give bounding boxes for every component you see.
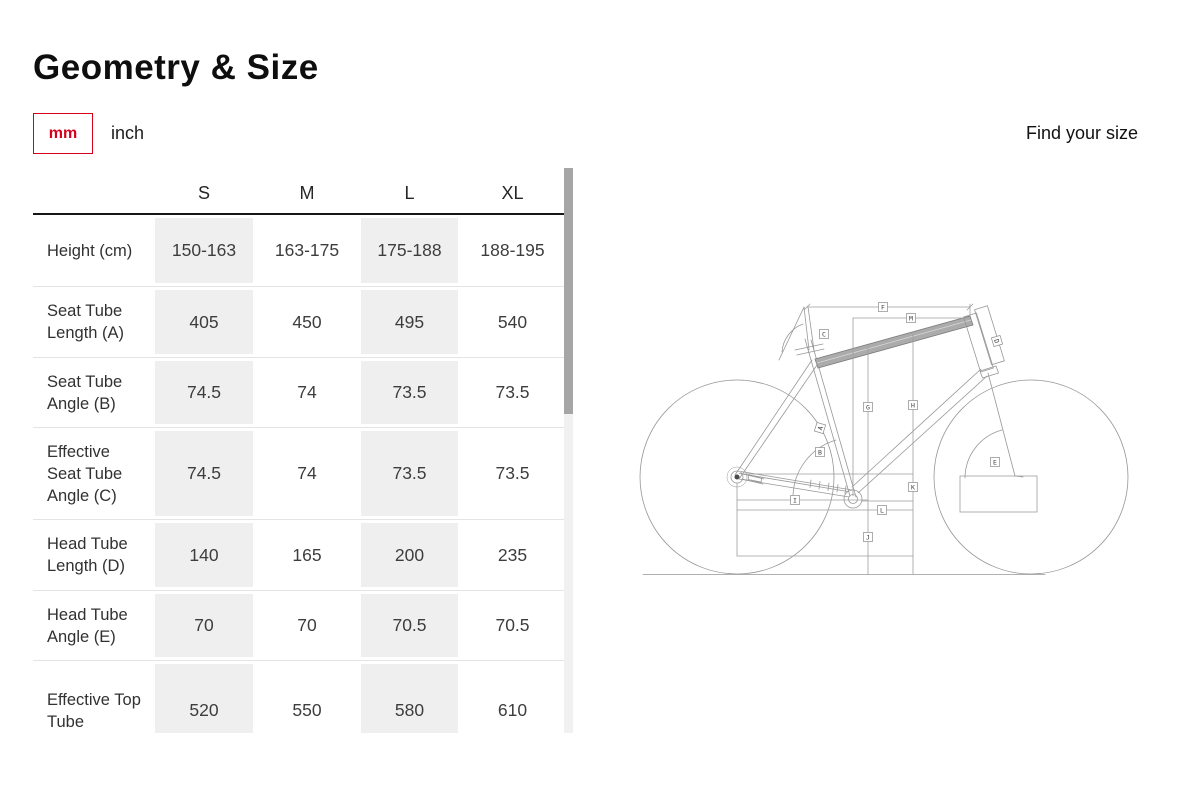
label-effective-seat-angle: C xyxy=(822,331,826,339)
table-scrollbar-thumb[interactable] xyxy=(564,168,573,414)
value-cell: 74.5 xyxy=(152,358,256,427)
value-cell: 140 xyxy=(152,520,256,590)
row-label: Seat Tube Length (A) xyxy=(47,302,125,342)
column-header-s: S xyxy=(197,183,210,203)
value-cell: 73.5 xyxy=(358,358,461,427)
down-tube xyxy=(851,368,988,494)
column-header-m: M xyxy=(299,183,315,203)
label-effective-top-tube: F xyxy=(881,304,885,312)
value-cell: 70 xyxy=(256,591,358,660)
label-standover: H xyxy=(911,402,915,410)
label-chainstay: I xyxy=(793,497,797,505)
value-cell: 73.5 xyxy=(461,358,564,427)
row-label: Seat Tube Angle (B) xyxy=(47,372,123,413)
label-front-center: L xyxy=(880,507,884,515)
dimension-labels: F M C G H A B D E I xyxy=(790,302,1004,542)
row-label: Effective Top Tube xyxy=(47,690,141,731)
row-label: Effective Seat Tube Angle (C) xyxy=(47,442,123,505)
label-stack: G xyxy=(866,404,870,412)
value-cell: 74.5 xyxy=(152,428,256,519)
value-cell: 540 xyxy=(461,287,564,357)
value-cell: 495 xyxy=(358,287,461,357)
value-cell: 520 xyxy=(152,661,256,733)
bike-geometry-diagram: F M C G H A B D E I xyxy=(625,270,1140,595)
value-cell: 73.5 xyxy=(358,428,461,519)
table-scrollbar-track[interactable] xyxy=(564,168,573,733)
corner-cell xyxy=(33,168,152,213)
table-row: Seat Tube Length (A) 405 450 495 540 xyxy=(33,287,564,358)
value-cell: 188-195 xyxy=(461,215,564,286)
label-seat-tube-angle: B xyxy=(818,449,822,457)
value-cell: 235 xyxy=(461,520,564,590)
value-cell: 200 xyxy=(358,520,461,590)
column-header-xl: XL xyxy=(501,183,524,203)
label-bb-height: J xyxy=(866,534,870,542)
dimension-lines xyxy=(736,303,1038,575)
row-label: Head Tube Length (D) xyxy=(47,535,128,575)
value-cell: 580 xyxy=(358,661,461,733)
page-title: Geometry & Size xyxy=(33,48,319,87)
unit-toggle-inch[interactable]: inch xyxy=(111,123,145,143)
seat-stays xyxy=(734,359,818,480)
label-head-tube-angle: E xyxy=(993,459,997,467)
table-row: Head Tube Angle (E) 70 70 70.5 70.5 xyxy=(33,591,564,661)
value-cell: 163-175 xyxy=(256,215,358,286)
head-tube xyxy=(963,305,1005,379)
value-cell: 73.5 xyxy=(461,428,564,519)
top-tube xyxy=(814,315,974,369)
value-cell: 70.5 xyxy=(358,591,461,660)
value-cell: 405 xyxy=(152,287,256,357)
front-wheel xyxy=(933,379,1129,575)
value-cell: 150-163 xyxy=(152,215,256,286)
label-head-tube-length: D xyxy=(992,338,1001,344)
find-your-size-link[interactable]: Find your size xyxy=(1025,123,1138,143)
table-row: Head Tube Length (D) 140 165 200 235 xyxy=(33,520,564,591)
label-reach: M xyxy=(909,315,913,323)
row-label: Head Tube Angle (E) xyxy=(47,605,128,646)
value-cell: 175-188 xyxy=(358,215,461,286)
value-cell: 74 xyxy=(256,358,358,427)
bike-geometry-svg: F M C G H A B D E I xyxy=(639,302,1129,575)
value-cell: 610 xyxy=(461,661,564,733)
table-row: Effective Seat Tube Angle (C) 74.5 74 73.5 7… xyxy=(33,428,564,520)
value-cell: 70.5 xyxy=(461,591,564,660)
geometry-table: S M L XL Height (cm) 150-163 163-175 175-188 18… xyxy=(33,168,564,733)
label-bb-drop: K xyxy=(911,484,915,492)
value-cell: 550 xyxy=(256,661,358,733)
chainstay xyxy=(738,471,853,498)
value-cell: 70 xyxy=(152,591,256,660)
unit-mm-label: mm xyxy=(48,124,78,142)
value-cell: 450 xyxy=(256,287,358,357)
table-row: Height (cm) 150-163 163-175 175-188 188-195 xyxy=(33,215,564,287)
unit-toggle-mm[interactable]: mm xyxy=(33,113,93,154)
seat-tube xyxy=(794,338,857,498)
table-row: Effective Top Tube 520 550 580 610 xyxy=(33,661,564,733)
row-label: Height (cm) xyxy=(47,241,133,260)
label-seat-tube-length: A xyxy=(816,425,825,431)
value-cell: 165 xyxy=(256,520,358,590)
value-cell: 74 xyxy=(256,428,358,519)
rear-wheel xyxy=(639,379,835,575)
table-header-row: S M L XL xyxy=(33,168,564,215)
table-row: Seat Tube Angle (B) 74.5 74 73.5 73.5 xyxy=(33,358,564,428)
column-header-l: L xyxy=(404,183,415,203)
fork xyxy=(987,372,1016,477)
